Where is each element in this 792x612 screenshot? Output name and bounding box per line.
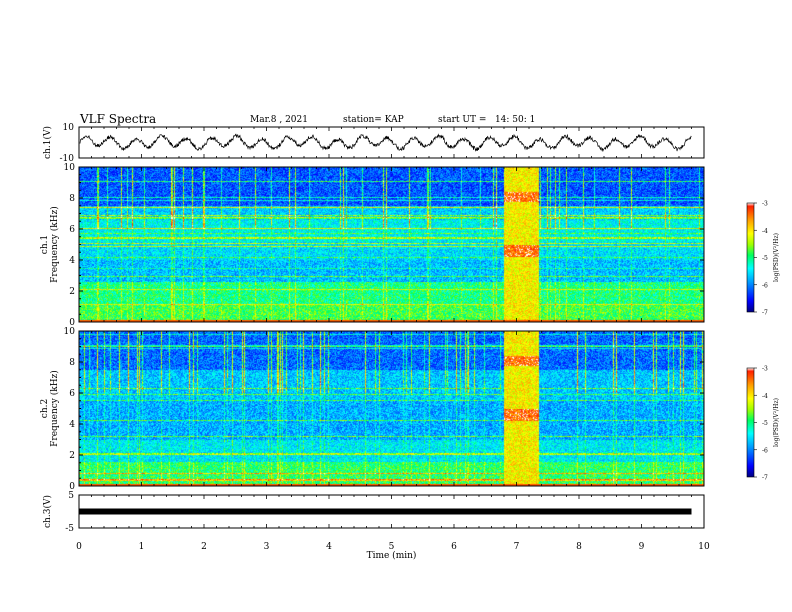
ch1-spectrogram-ylabel-units: Frequency (kHz) xyxy=(49,206,60,283)
start-time-label: start UT = 14: 50: 1 xyxy=(438,115,536,125)
ch1-spectrogram-colorbar-tick-label: -3 xyxy=(762,201,768,208)
ch1-spectrogram-ytick-label: 2 xyxy=(69,287,75,297)
ch2-spectrogram-ylabel-units: Frequency (kHz) xyxy=(49,370,60,447)
ch3-waveform-ylabel: ch.3(V) xyxy=(42,495,53,528)
ch1-spectrogram-image xyxy=(79,167,704,322)
x-tick-label: 8 xyxy=(576,542,582,552)
x-tick-label: 6 xyxy=(451,542,457,552)
ch1-waveform-ytick-label: 10 xyxy=(63,123,75,133)
ch1-spectrogram-ytick-label: 8 xyxy=(69,194,75,204)
ch2-spectrogram-colorbar-tick-label: -4 xyxy=(762,393,768,400)
ch1-spectrogram-ylabel: ch.1 xyxy=(40,235,50,254)
x-tick-label: 4 xyxy=(326,542,332,552)
ch2-spectrogram-colorbar-tick-label: -6 xyxy=(762,447,768,454)
ch1-spectrogram-ytick-label: 10 xyxy=(64,163,76,173)
ch2-spectrogram-ytick-label: 2 xyxy=(69,451,75,461)
ch1-spectrogram-ytick-label: 6 xyxy=(69,225,75,235)
ch1-spectrogram-colorbar-label: log(PSD)(V²/Hz) xyxy=(773,233,780,282)
x-tick-label: 9 xyxy=(639,542,645,552)
x-tick-label: 2 xyxy=(201,542,207,552)
ch3-waveform-line xyxy=(79,508,692,515)
ch1-spectrogram-ytick-label: 4 xyxy=(69,256,75,266)
ch2-spectrogram-colorbar xyxy=(746,367,755,478)
station-label: station= KAP xyxy=(343,115,404,125)
ch2-spectrogram-ytick-label: 4 xyxy=(69,420,75,430)
ch2-spectrogram-ytick-label: 10 xyxy=(64,327,76,337)
ch1-spectrogram-colorbar-tick-label: -6 xyxy=(762,282,768,289)
ch2-spectrogram-image xyxy=(79,331,704,486)
ch1-spectrogram-colorbar-tick-label: -5 xyxy=(762,255,768,262)
date-label: Mar.8 , 2021 xyxy=(250,115,308,125)
ch1-spectrogram-colorbar-tick-label: -4 xyxy=(762,228,768,235)
ch2-spectrogram-ytick-label: 0 xyxy=(69,482,75,492)
ch1-waveform-frame xyxy=(78,126,705,159)
x-axis-label: Time (min) xyxy=(367,550,417,561)
ch1-spectrogram-ytick-label: 0 xyxy=(69,318,75,328)
ch1-waveform-line xyxy=(79,133,692,153)
chart-title: VLF Spectra xyxy=(80,112,157,126)
ch2-spectrogram-ytick-label: 6 xyxy=(69,389,75,399)
x-tick-label: 10 xyxy=(698,542,710,552)
x-tick-label: 0 xyxy=(76,542,82,552)
ch1-spectrogram-colorbar-tick-label: -7 xyxy=(762,310,768,317)
x-tick-label: 1 xyxy=(139,542,145,552)
ch1-waveform-ytick-label: -10 xyxy=(60,154,75,164)
ch3-waveform-ytick-label: 5 xyxy=(68,491,74,501)
ch2-spectrogram-colorbar-tick-label: -5 xyxy=(762,420,768,427)
x-tick-label: 7 xyxy=(514,542,520,552)
ch1-spectrogram-colorbar xyxy=(746,202,755,313)
ch1-waveform-ylabel: ch.1(V) xyxy=(42,126,53,159)
ch2-spectrogram-ytick-label: 8 xyxy=(69,358,75,368)
x-tick-label: 3 xyxy=(264,542,270,552)
ch2-spectrogram-ylabel: ch.2 xyxy=(40,399,50,418)
ch3-waveform-ytick-label: -5 xyxy=(65,524,74,534)
x-tick-label: 5 xyxy=(389,542,395,552)
ch2-spectrogram-colorbar-label: log(PSD)(V²/Hz) xyxy=(773,398,780,447)
ch2-spectrogram-colorbar-tick-label: -3 xyxy=(762,366,768,373)
ch2-spectrogram-colorbar-tick-label: -7 xyxy=(762,475,768,482)
